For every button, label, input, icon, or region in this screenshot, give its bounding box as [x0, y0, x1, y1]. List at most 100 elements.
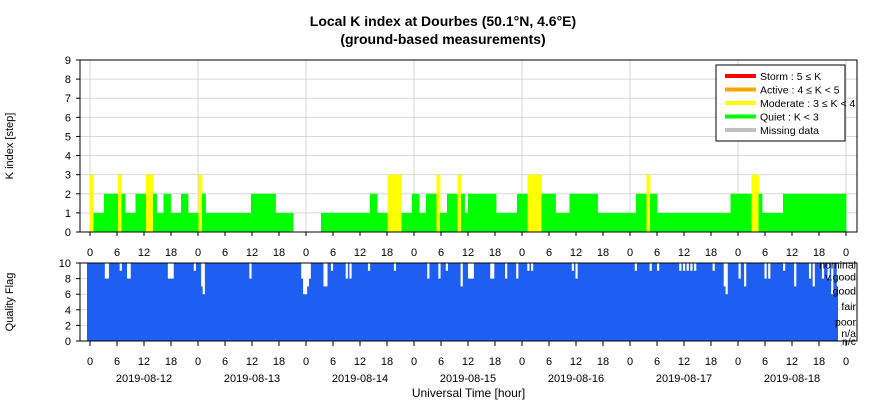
k-xtick-label: 12 [786, 247, 798, 259]
q-xtick-label: 12 [678, 356, 690, 368]
k-index-bar [331, 212, 336, 232]
k-index-bar [716, 212, 721, 232]
k-index-bar [618, 212, 623, 232]
k-ytick-label: 2 [65, 189, 71, 201]
legend-label: Moderate : 3 ≤ K < 4 [760, 98, 856, 110]
quality-dip [808, 263, 812, 279]
quality-dip [193, 263, 196, 271]
quality-flag-label: fair [841, 301, 856, 313]
k-index-bar [233, 212, 238, 232]
quality-dip [723, 263, 726, 287]
q-xtick-label: 18 [705, 356, 717, 368]
k-index-bar [265, 193, 269, 232]
k-index-bar [475, 193, 479, 232]
k-index-bar [772, 212, 777, 232]
k-index-bar [527, 174, 532, 232]
quality-dip [686, 263, 689, 271]
quality-flag-label: n/a [841, 328, 856, 340]
k-index-bar [202, 193, 206, 232]
k-index-bar [370, 193, 374, 232]
k-index-bar [111, 193, 115, 232]
k-index-bar [377, 212, 381, 232]
k-index-bar [688, 212, 693, 232]
k-index-bar [447, 193, 451, 232]
k-index-bar [384, 212, 388, 232]
k-index-bar [121, 193, 126, 232]
q-xtick-label: 12 [570, 356, 582, 368]
k-index-bar [174, 212, 178, 232]
k-index-bar [573, 193, 577, 232]
k-index-bar [279, 212, 283, 232]
k-index-bar [433, 193, 437, 232]
k-index-bar [660, 212, 665, 232]
k-index-bar [632, 212, 637, 232]
quality-dip [836, 263, 839, 287]
quality-dip [469, 263, 473, 279]
k-index-bar [254, 193, 259, 232]
k-index-bar [681, 212, 686, 232]
k-index-bar [839, 193, 843, 232]
k-index-bar [163, 193, 168, 232]
k-index-bar [223, 212, 227, 232]
k-index-bar [692, 212, 696, 232]
k-index-bar [268, 193, 273, 232]
k-index-bar [702, 212, 707, 232]
quality-dip [306, 263, 309, 287]
k-index-bar [282, 212, 287, 232]
k-index-bar [100, 212, 105, 232]
k-index-bar [583, 193, 588, 232]
legend: Storm : 5 ≤ K Active : 4 ≤ K < 5Moderate … [715, 64, 856, 142]
k-xtick-label: 18 [165, 247, 177, 259]
k-index-bar [695, 212, 700, 232]
quality-dip [657, 263, 660, 271]
quality-dip [712, 263, 715, 271]
k-ytick-label: 7 [65, 93, 71, 105]
k-index-bar [415, 193, 420, 232]
quality-dip [301, 263, 304, 279]
k-index-bar [139, 193, 143, 232]
k-index-bar [345, 212, 350, 232]
quality-dip [812, 263, 815, 287]
k-xtick-label: 6 [762, 247, 768, 259]
q-xtick-label: 0 [735, 356, 741, 368]
k-index-bar [286, 212, 290, 232]
k-xtick-label: 18 [273, 247, 285, 259]
k-xtick-label: 0 [411, 247, 417, 259]
x-axis-label: Universal Time [hour] [412, 386, 525, 400]
q-xtick-label: 6 [546, 356, 552, 368]
k-index-bar [765, 212, 770, 232]
q-xtick-label: 0 [627, 356, 633, 368]
k-xtick-label: 6 [438, 247, 444, 259]
quality-dip [505, 263, 508, 279]
k-index-bar [678, 212, 682, 232]
k-index-bar [321, 212, 325, 232]
k-index-bar [90, 174, 94, 232]
quality-dip [127, 263, 130, 279]
k-index-bar [97, 212, 101, 232]
k-index-bar [566, 212, 570, 232]
k-index-bar [422, 212, 427, 232]
k-index-bar [723, 212, 728, 232]
k-index-bar [685, 212, 689, 232]
k-index-bar [597, 212, 602, 232]
k-index-bar [821, 193, 826, 232]
k-index-bar [443, 212, 448, 232]
quality-dip [349, 263, 352, 279]
k-index-bar [387, 174, 392, 232]
k-index-bar [167, 193, 171, 232]
k-xtick-label: 12 [246, 247, 258, 259]
q-ytick-label: 10 [59, 258, 71, 270]
quality-dip [768, 263, 771, 279]
k-index-bar [198, 174, 203, 232]
k-index-bar [832, 193, 836, 232]
q-xtick-label: 12 [786, 356, 798, 368]
k-index-bar [594, 193, 598, 232]
q-xtick-label: 0 [87, 356, 93, 368]
k-xtick-label: 12 [138, 247, 150, 259]
quality-dip [393, 263, 397, 271]
quality-dip [202, 263, 205, 295]
k-index-bar [366, 212, 371, 232]
k-index-bar [398, 174, 402, 232]
k-index-bar [261, 193, 266, 232]
